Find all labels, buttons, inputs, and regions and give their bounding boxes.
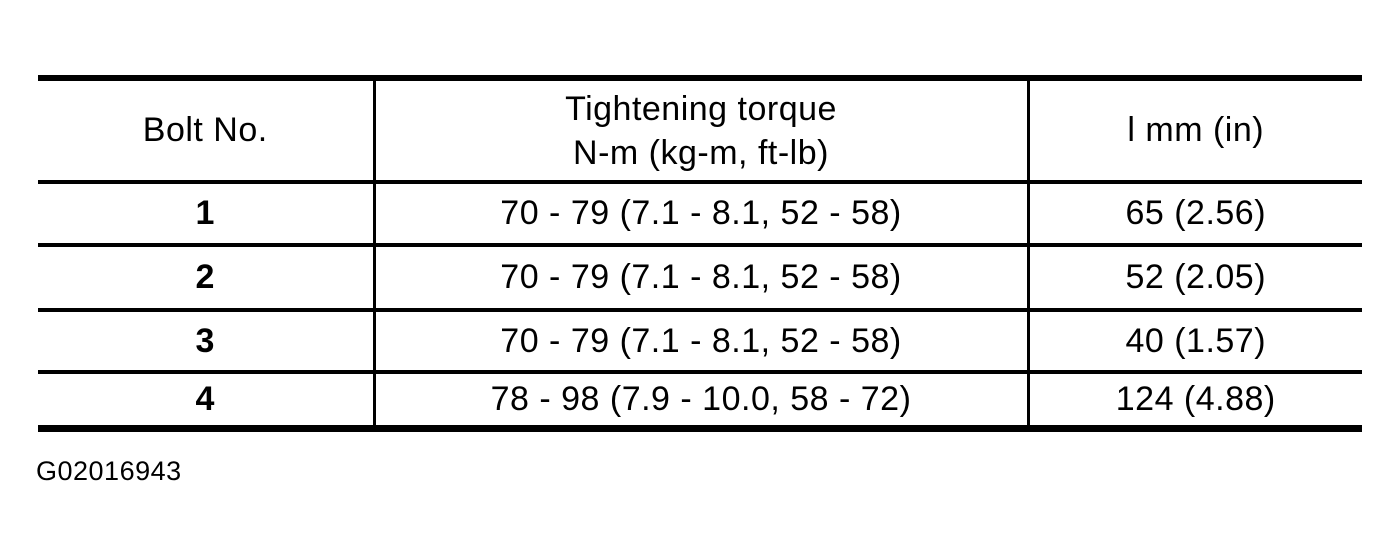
table-header-row: Bolt No. Tightening torque N-m (kg-m, ft…	[38, 78, 1362, 184]
table-row: 2 70 - 79 (7.1 - 8.1, 52 - 58) 52 (2.05)	[38, 245, 1362, 312]
length-cell: 65 (2.56)	[1028, 182, 1362, 247]
length-cell: 52 (2.05)	[1028, 245, 1362, 312]
torque-cell: 70 - 79 (7.1 - 8.1, 52 - 58)	[372, 245, 1030, 312]
bolt-no-cell: 4	[38, 372, 374, 431]
header-tightening-torque: Tightening torque N-m (kg-m, ft-lb)	[372, 78, 1030, 184]
length-cell: 40 (1.57)	[1028, 310, 1362, 374]
bolt-no-cell: 2	[38, 245, 374, 312]
table-row: 1 70 - 79 (7.1 - 8.1, 52 - 58) 65 (2.56)	[38, 182, 1362, 247]
header-bolt-no: Bolt No.	[38, 78, 374, 184]
bolt-no-cell: 1	[38, 182, 374, 247]
torque-cell: 70 - 79 (7.1 - 8.1, 52 - 58)	[372, 310, 1030, 374]
header-torque-line1: Tightening torque	[565, 89, 837, 128]
figure-id-label: G02016943	[36, 456, 182, 486]
header-length-mm-in: l mm (in)	[1028, 78, 1362, 184]
length-cell: 124 (4.88)	[1028, 372, 1362, 431]
torque-cell: 78 - 98 (7.9 - 10.0, 58 - 72)	[372, 372, 1030, 431]
bolt-torque-table: Bolt No. Tightening torque N-m (kg-m, ft…	[38, 75, 1362, 432]
table-row: 4 78 - 98 (7.9 - 10.0, 58 - 72) 124 (4.8…	[38, 372, 1362, 431]
bolt-no-cell: 3	[38, 310, 374, 374]
header-torque-line2: N-m (kg-m, ft-lb)	[573, 133, 829, 172]
torque-cell: 70 - 79 (7.1 - 8.1, 52 - 58)	[372, 182, 1030, 247]
table-row: 3 70 - 79 (7.1 - 8.1, 52 - 58) 40 (1.57)	[38, 310, 1362, 374]
